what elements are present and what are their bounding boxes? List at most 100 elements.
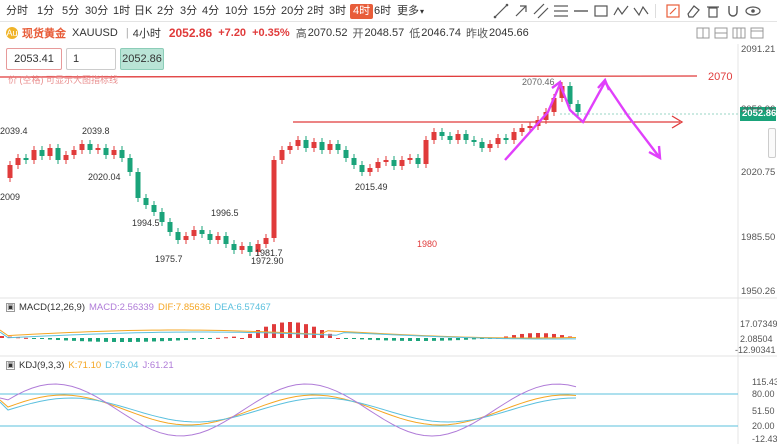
- macd-bar: [496, 338, 500, 339]
- axis-label-1985: 1985.50: [741, 232, 776, 243]
- candle-body: [167, 222, 173, 232]
- candle-body: [319, 142, 325, 150]
- kdj-axis-20: 20.00: [752, 421, 775, 431]
- axis-label-2091: 2091.21: [741, 44, 776, 55]
- parallel-channel-icon[interactable]: [532, 2, 550, 20]
- tf-1h[interactable]: 1时: [113, 5, 131, 17]
- price-change-pct: +0.35%: [252, 27, 290, 39]
- macd-bar: [456, 338, 460, 341]
- candle-body: [111, 150, 117, 155]
- tf-10min[interactable]: 10分: [225, 5, 249, 17]
- candle-body: [359, 165, 365, 172]
- candle-body: [79, 144, 85, 150]
- macd-bar: [152, 338, 156, 342]
- macd-bar: [288, 322, 292, 338]
- macd-toggle-icon[interactable]: ▣: [6, 303, 15, 312]
- tf-20min[interactable]: 20分: [281, 5, 305, 17]
- macd-bar: [136, 338, 140, 342]
- tf-3min[interactable]: 3分: [180, 5, 198, 17]
- arrow-line-icon[interactable]: [512, 2, 530, 20]
- candle-body: [271, 160, 277, 238]
- kdj-toggle-icon[interactable]: ▣: [6, 361, 15, 370]
- candle-body: [39, 150, 45, 156]
- candle-body: [247, 246, 253, 252]
- macd-bar: [328, 333, 332, 338]
- candle-body: [87, 144, 93, 150]
- buy-price-box[interactable]: 2052.86: [120, 48, 164, 70]
- zigzag-icon[interactable]: [632, 2, 650, 20]
- macd-bar: [240, 338, 244, 339]
- level-2070-label: 2070: [708, 71, 733, 83]
- price-label-1996-5: 1996.5: [211, 208, 239, 218]
- settings-icon[interactable]: [750, 27, 764, 39]
- sell-price-box[interactable]: 2053.41: [6, 48, 62, 70]
- high-label: 高: [295, 28, 307, 40]
- tf-3h[interactable]: 3时: [329, 5, 347, 17]
- macd-bar: [272, 324, 276, 338]
- macd-bar: [408, 338, 412, 341]
- tf-30min[interactable]: 30分: [85, 5, 109, 17]
- macd-bar: [360, 338, 364, 340]
- macd-title[interactable]: MACD(12,26,9): [19, 302, 85, 313]
- kdj-title[interactable]: KDJ(9,3,3): [19, 360, 65, 371]
- fib-lines-icon[interactable]: [552, 2, 570, 20]
- chart-scroll-handle[interactable]: [768, 128, 776, 158]
- macd-histogram: [0, 322, 572, 342]
- tf-daily[interactable]: 日K: [134, 5, 153, 17]
- macd-bar: [512, 335, 516, 338]
- kdj-j-line: [0, 383, 577, 437]
- macd-bar: [0, 336, 4, 338]
- candle-body: [95, 148, 101, 150]
- macd-bar: [432, 338, 436, 341]
- symbol-name[interactable]: 现货黄金: [22, 28, 66, 40]
- wave-icon[interactable]: [612, 2, 630, 20]
- candle-body: [519, 128, 525, 132]
- tf-5min[interactable]: 5分: [62, 5, 80, 17]
- kdj-axis-115: 115.43: [752, 377, 777, 387]
- candle-body: [575, 104, 581, 112]
- quantity-input[interactable]: 1: [66, 48, 116, 70]
- layout-icon[interactable]: [696, 27, 710, 39]
- eraser-icon[interactable]: [684, 2, 702, 20]
- hline-icon[interactable]: [572, 2, 590, 20]
- tf-2h[interactable]: 2时: [307, 5, 325, 17]
- tf-more[interactable]: 更多▾: [397, 4, 424, 19]
- macd-bar: [96, 338, 100, 342]
- candle-body: [559, 86, 565, 98]
- candle-body: [295, 140, 301, 146]
- tf-2min[interactable]: 2分: [157, 5, 175, 17]
- candle-body: [15, 158, 21, 165]
- price-label-2015-49: 2015.49: [355, 182, 388, 192]
- tf-1min[interactable]: 1分: [37, 5, 55, 17]
- layout2-icon[interactable]: [714, 27, 728, 39]
- macd-bar: [448, 338, 452, 341]
- tf-4min[interactable]: 4分: [202, 5, 220, 17]
- delete-icon[interactable]: [704, 2, 722, 20]
- macd-bar: [552, 333, 556, 338]
- candle-body: [175, 232, 181, 240]
- candle-body: [47, 148, 53, 156]
- magnet-icon[interactable]: [724, 2, 742, 20]
- tf-6h[interactable]: 6时: [374, 5, 392, 17]
- trendline-icon[interactable]: [492, 2, 510, 20]
- price-label-2039-4: 2039.4: [0, 126, 28, 136]
- edit-icon[interactable]: [664, 2, 682, 20]
- kdj-axis-51: 51.50: [752, 406, 775, 416]
- tf-15min[interactable]: 15分: [253, 5, 277, 17]
- tf-4h[interactable]: 4时: [350, 4, 374, 19]
- rectangle-icon[interactable]: [592, 2, 610, 20]
- macd-bar: [544, 333, 548, 338]
- candle-body: [127, 158, 133, 172]
- k-value-label: K:71.10: [68, 360, 101, 371]
- eye-icon[interactable]: [744, 2, 762, 20]
- layout3-icon[interactable]: [732, 27, 746, 39]
- candle-body: [415, 158, 421, 164]
- macd-bar: [144, 338, 148, 342]
- tf-fenshi[interactable]: 分时: [6, 5, 28, 17]
- macd-bar: [472, 338, 476, 340]
- macd-bar: [208, 338, 212, 339]
- candle-body: [511, 132, 517, 140]
- dea-label: DEA:: [214, 302, 237, 313]
- candle-body: [207, 234, 213, 240]
- axis-label-1950: 1950.26: [741, 286, 776, 297]
